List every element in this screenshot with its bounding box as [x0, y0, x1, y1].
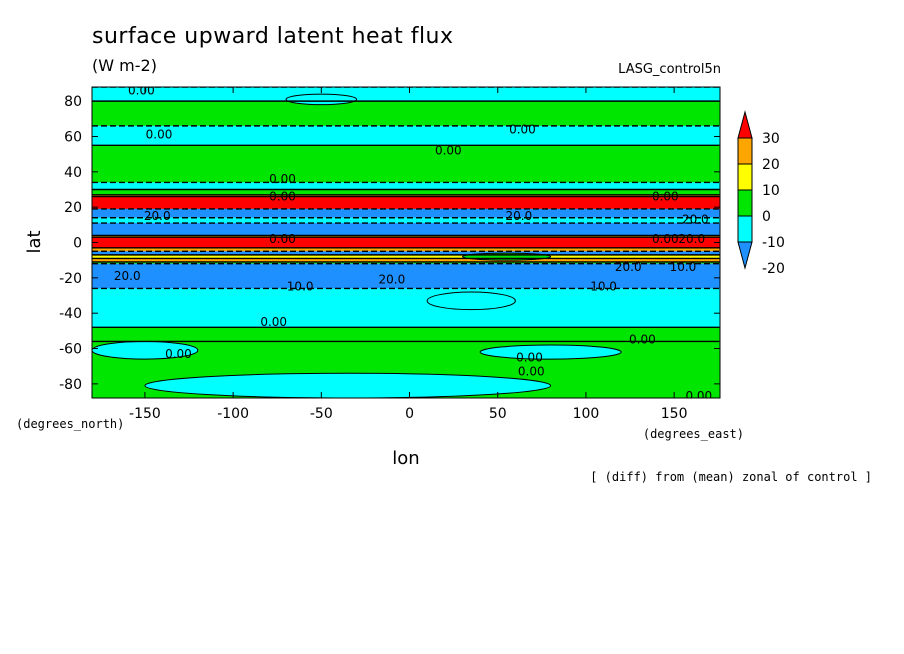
contour-label-21: 0.00 [629, 333, 656, 347]
contour-band-11 [92, 235, 720, 238]
contour-band-3 [92, 145, 720, 183]
contour-label-8: 20.0 [506, 209, 533, 223]
contour-label-1: 0.00 [146, 128, 173, 142]
colorbar-label-5: -20 [762, 261, 785, 277]
dataset-label: LASG_control5n [618, 62, 721, 77]
contour-band-18 [92, 263, 720, 289]
contour-label-3: 0.00 [435, 144, 462, 158]
contour-label-13: 20.0 [615, 260, 642, 274]
colorbar-box-0 [737, 137, 753, 165]
contour-label-7: 20.0 [144, 209, 171, 223]
x-axis-label: lon [392, 448, 419, 469]
contour-band-6 [92, 194, 720, 197]
contour-band-20 [92, 327, 720, 342]
contour-label-19: 0.00 [260, 315, 287, 329]
contour-band-17 [92, 261, 720, 264]
contour-band-19 [92, 288, 720, 328]
x-tick-label-5: 100 [573, 406, 600, 422]
contour-band-0 [92, 87, 720, 102]
colorbar-box-2 [737, 189, 753, 217]
contour-label-18: 10.0 [590, 280, 617, 294]
contour-label-17: 10.0 [287, 280, 314, 294]
x-unit-label: (degrees_east) [643, 427, 744, 441]
contour-band-13 [92, 247, 720, 252]
y-axis: -80 -60 -40 -20 0 20 40 60 80 lat (degrees_north) [16, 94, 720, 431]
contour-band-7 [92, 196, 720, 209]
contour-label-15: 20.0 [114, 269, 141, 283]
contour-band-1 [92, 101, 720, 126]
y-tick-label-4: 0 [73, 236, 82, 252]
x-tick-label-3: 0 [405, 406, 414, 422]
contour-label-2: 0.00 [509, 122, 536, 136]
contour-label-0: 0.00 [128, 84, 155, 98]
contour-label-4: 0.00 [269, 172, 296, 186]
contour-band-12 [92, 237, 720, 248]
contour-band-14 [92, 251, 720, 255]
contour-patch-3 [426, 291, 516, 311]
contour-label-24: 0.00 [685, 389, 712, 403]
colorbar-bottom-arrow [737, 241, 753, 270]
x-tick-label-6: 150 [661, 406, 688, 422]
colorbar-top-arrow [737, 110, 753, 139]
y-tick-label-7: 60 [64, 129, 82, 145]
colorbar-box-1 [737, 163, 753, 191]
contour-band-5 [92, 189, 720, 195]
x-tick-label-4: 50 [489, 406, 507, 422]
contour-label-23: 0.00 [518, 364, 545, 378]
x-tick-label-1: -100 [217, 406, 249, 422]
colorbar-label-4: -10 [762, 235, 785, 251]
contour-patch-0 [144, 372, 552, 398]
contour-label-11: 0.00 [652, 232, 679, 246]
contour-label-12: 20.0 [678, 232, 705, 246]
chart-title: surface upward latent heat flux [92, 24, 454, 49]
contour-label-6: 0.00 [652, 190, 679, 204]
colorbar-label-1: 20 [762, 157, 780, 173]
x-axis: -150 -100 -50 0 50 100 150 lon (degrees_east) [129, 87, 744, 469]
contour-band-16 [92, 258, 720, 262]
contour-label-10: 0.00 [269, 232, 296, 246]
colorbar-label-3: 0 [762, 209, 771, 225]
y-tick-label-5: 20 [64, 200, 82, 216]
contour-band-15 [92, 254, 720, 259]
contour-band-9 [92, 217, 720, 224]
contour-patch-2 [479, 344, 622, 360]
contour-patch-5 [285, 93, 358, 106]
contour-label-20: 0.00 [165, 347, 192, 361]
contour-label-9: 20.0 [682, 213, 709, 227]
chart-units: (W m-2) [92, 56, 157, 75]
y-tick-label-0: -80 [59, 377, 82, 393]
x-tick-label-0: -150 [129, 406, 161, 422]
x-tick-label-2: -50 [310, 406, 333, 422]
contour-band-8 [92, 208, 720, 218]
difference-note: [ (diff) from (mean) zonal of control ] [590, 470, 872, 484]
y-tick-label-3: -20 [59, 271, 82, 287]
contour-band-10 [92, 223, 720, 236]
contour-label-5: 0.00 [269, 190, 296, 204]
y-tick-label-6: 40 [64, 165, 82, 181]
contour-label-14: 10.0 [670, 260, 697, 274]
plot-area [92, 87, 720, 398]
contour-band-2 [92, 125, 720, 146]
colorbar-label-2: 10 [762, 183, 780, 199]
colorbar-box-3 [737, 215, 753, 243]
y-tick-label-8: 80 [64, 94, 82, 110]
contour-band-4 [92, 182, 720, 190]
colorbar-label-0: 30 [762, 131, 780, 147]
y-tick-label-2: -40 [59, 306, 82, 322]
y-unit-label: (degrees_north) [16, 417, 124, 431]
contour-label-16: 20.0 [379, 273, 406, 287]
contour-patch-4 [461, 252, 552, 261]
colorbar: 30 20 10 0 -10 -20 [737, 110, 785, 277]
y-axis-label: lat [24, 230, 45, 253]
y-tick-label-1: -60 [59, 342, 82, 358]
contour-label-22: 0.00 [516, 350, 543, 364]
